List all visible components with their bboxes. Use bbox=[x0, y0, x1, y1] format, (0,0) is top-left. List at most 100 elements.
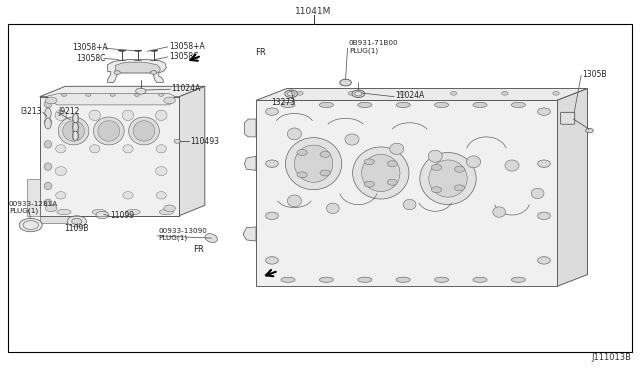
Ellipse shape bbox=[156, 167, 167, 176]
Ellipse shape bbox=[396, 277, 410, 282]
Circle shape bbox=[61, 93, 67, 96]
Ellipse shape bbox=[133, 121, 155, 141]
Ellipse shape bbox=[90, 145, 100, 153]
Ellipse shape bbox=[58, 117, 89, 145]
Ellipse shape bbox=[429, 160, 467, 197]
Ellipse shape bbox=[123, 145, 133, 153]
Circle shape bbox=[72, 218, 82, 224]
Circle shape bbox=[340, 79, 351, 86]
Circle shape bbox=[399, 92, 406, 95]
Ellipse shape bbox=[287, 128, 301, 140]
Ellipse shape bbox=[44, 182, 52, 190]
Polygon shape bbox=[244, 119, 256, 137]
Circle shape bbox=[297, 150, 307, 155]
Circle shape bbox=[159, 93, 164, 96]
Circle shape bbox=[387, 161, 397, 167]
Text: 13058C: 13058C bbox=[169, 52, 198, 61]
Ellipse shape bbox=[358, 277, 372, 282]
Circle shape bbox=[150, 71, 157, 74]
Ellipse shape bbox=[281, 277, 295, 282]
Circle shape bbox=[553, 92, 559, 95]
Ellipse shape bbox=[63, 121, 84, 141]
Ellipse shape bbox=[55, 110, 67, 121]
Polygon shape bbox=[557, 89, 588, 286]
Circle shape bbox=[67, 216, 86, 227]
Circle shape bbox=[431, 164, 442, 170]
Circle shape bbox=[114, 71, 120, 74]
Ellipse shape bbox=[45, 108, 51, 119]
Ellipse shape bbox=[129, 117, 159, 145]
Ellipse shape bbox=[89, 110, 100, 121]
Bar bbox=[8, 24, 632, 352]
Polygon shape bbox=[256, 100, 557, 286]
Ellipse shape bbox=[285, 138, 342, 190]
Ellipse shape bbox=[73, 113, 78, 123]
Text: 11041M: 11041M bbox=[296, 7, 332, 16]
Ellipse shape bbox=[420, 153, 476, 205]
Ellipse shape bbox=[56, 145, 66, 153]
Text: 1305B: 1305B bbox=[582, 70, 607, 79]
Circle shape bbox=[451, 92, 457, 95]
Circle shape bbox=[297, 92, 303, 95]
Ellipse shape bbox=[358, 102, 372, 108]
Text: J111013B: J111013B bbox=[591, 353, 632, 362]
Polygon shape bbox=[27, 179, 40, 216]
Circle shape bbox=[136, 88, 146, 94]
Circle shape bbox=[86, 93, 91, 96]
Circle shape bbox=[502, 92, 508, 95]
Ellipse shape bbox=[531, 188, 544, 199]
Ellipse shape bbox=[55, 167, 67, 176]
Circle shape bbox=[266, 108, 278, 115]
Ellipse shape bbox=[435, 277, 449, 282]
Polygon shape bbox=[108, 60, 166, 83]
Ellipse shape bbox=[353, 147, 409, 199]
Ellipse shape bbox=[362, 154, 400, 192]
Circle shape bbox=[454, 185, 465, 191]
Ellipse shape bbox=[473, 102, 487, 108]
Ellipse shape bbox=[205, 234, 218, 243]
Text: 13273: 13273 bbox=[271, 98, 296, 107]
Text: FR: FR bbox=[255, 48, 266, 57]
Circle shape bbox=[110, 93, 115, 96]
Ellipse shape bbox=[44, 100, 52, 108]
Ellipse shape bbox=[390, 143, 404, 154]
Circle shape bbox=[164, 205, 175, 212]
Ellipse shape bbox=[73, 123, 78, 132]
Ellipse shape bbox=[473, 277, 487, 282]
Ellipse shape bbox=[281, 102, 295, 108]
Circle shape bbox=[266, 257, 278, 264]
Polygon shape bbox=[243, 227, 256, 241]
Text: 13058+A: 13058+A bbox=[72, 43, 108, 52]
Circle shape bbox=[352, 90, 365, 97]
Text: 00933-1281A
PLUG(1): 00933-1281A PLUG(1) bbox=[9, 201, 58, 214]
Ellipse shape bbox=[428, 150, 442, 162]
Polygon shape bbox=[40, 86, 205, 97]
Ellipse shape bbox=[403, 199, 416, 210]
Text: J9212: J9212 bbox=[59, 107, 80, 116]
Ellipse shape bbox=[98, 121, 120, 141]
Ellipse shape bbox=[294, 145, 333, 182]
Ellipse shape bbox=[93, 117, 124, 145]
Circle shape bbox=[364, 159, 374, 165]
Ellipse shape bbox=[56, 192, 66, 199]
Circle shape bbox=[96, 211, 109, 219]
Ellipse shape bbox=[467, 156, 481, 168]
Circle shape bbox=[45, 97, 57, 104]
Ellipse shape bbox=[123, 192, 133, 199]
FancyBboxPatch shape bbox=[561, 112, 575, 124]
Ellipse shape bbox=[44, 163, 52, 170]
Ellipse shape bbox=[156, 192, 166, 199]
Ellipse shape bbox=[126, 209, 140, 215]
Circle shape bbox=[174, 140, 180, 143]
Circle shape bbox=[297, 172, 307, 178]
Circle shape bbox=[538, 257, 550, 264]
Ellipse shape bbox=[156, 110, 167, 121]
Ellipse shape bbox=[287, 195, 301, 207]
Ellipse shape bbox=[493, 207, 506, 217]
Circle shape bbox=[538, 212, 550, 219]
Polygon shape bbox=[40, 97, 179, 216]
Text: l3213: l3213 bbox=[20, 107, 42, 116]
Ellipse shape bbox=[92, 209, 106, 215]
Text: FR: FR bbox=[193, 246, 204, 254]
Polygon shape bbox=[244, 156, 256, 170]
